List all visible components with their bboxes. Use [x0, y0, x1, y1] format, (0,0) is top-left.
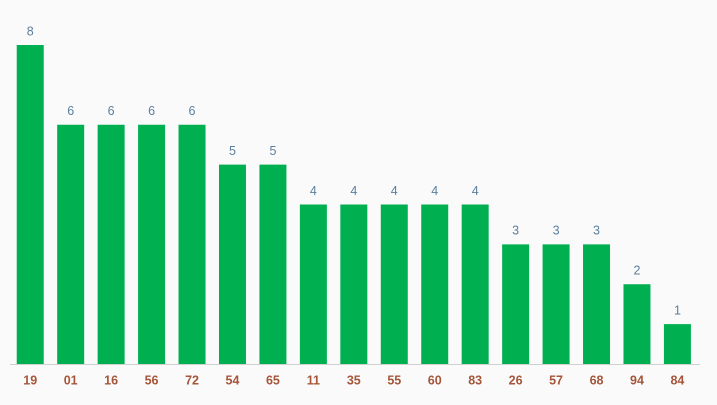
- bar: [461, 204, 489, 364]
- value-label: 8: [27, 24, 34, 38]
- value-label: 4: [310, 184, 317, 198]
- x-tick-label: 56: [145, 373, 159, 387]
- bar: [663, 324, 691, 364]
- bar: [502, 244, 530, 364]
- bar: [380, 204, 408, 364]
- value-label: 6: [108, 104, 115, 118]
- bar: [259, 164, 287, 364]
- value-label: 3: [593, 224, 600, 238]
- value-label: 5: [229, 144, 236, 158]
- value-label: 6: [67, 104, 74, 118]
- x-tick-label: 94: [630, 373, 644, 387]
- value-label: 3: [553, 224, 560, 238]
- x-tick-label: 83: [468, 373, 482, 387]
- value-label: 4: [431, 184, 438, 198]
- value-label: 6: [189, 104, 196, 118]
- bar: [57, 124, 85, 364]
- x-tick-label: 84: [670, 373, 684, 387]
- x-tick-label: 01: [64, 373, 78, 387]
- x-tick-label: 55: [387, 373, 401, 387]
- value-label: 6: [148, 104, 155, 118]
- bar: [178, 124, 206, 364]
- bar: [542, 244, 570, 364]
- value-label: 2: [633, 264, 640, 278]
- x-tick-label: 11: [307, 373, 320, 387]
- bar: [16, 45, 44, 364]
- x-tick-label: 35: [347, 373, 361, 387]
- value-label: 3: [512, 224, 519, 238]
- bar: [138, 124, 166, 364]
- bar: [623, 284, 651, 364]
- value-label: 4: [391, 184, 398, 198]
- x-tick-label: 65: [266, 373, 280, 387]
- bar: [583, 244, 611, 364]
- x-tick-label: 26: [509, 373, 523, 387]
- x-tick-label: 19: [23, 373, 37, 387]
- x-tick-label: 60: [428, 373, 442, 387]
- bar: [218, 164, 246, 364]
- bar: [299, 204, 327, 364]
- x-tick-label: 16: [104, 373, 118, 387]
- bar: [421, 204, 449, 364]
- value-label: 5: [269, 144, 276, 158]
- bar: [340, 204, 368, 364]
- x-tick-label: 72: [185, 373, 199, 387]
- x-tick-label: 54: [226, 373, 240, 387]
- value-label: 4: [350, 184, 357, 198]
- x-tick-label: 57: [549, 373, 563, 387]
- value-label: 4: [472, 184, 479, 198]
- value-label: 1: [674, 303, 681, 317]
- x-tick-label: 68: [590, 373, 604, 387]
- bar: [97, 124, 125, 364]
